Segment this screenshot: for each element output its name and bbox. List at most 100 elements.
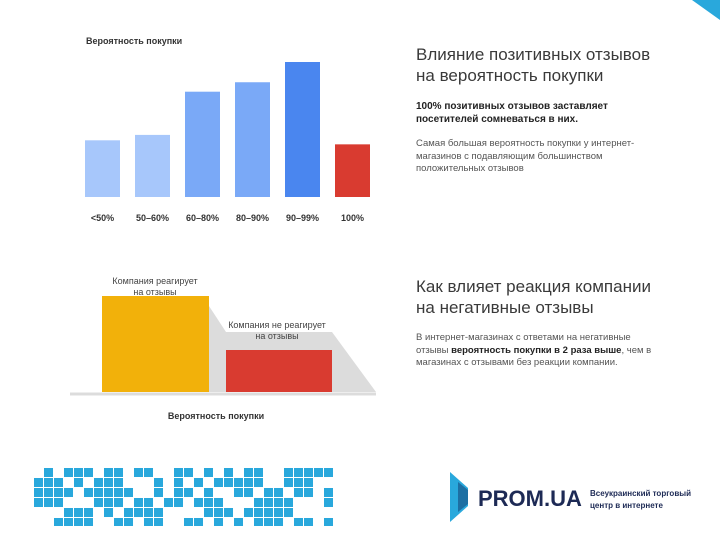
mosaic-cell: [114, 498, 123, 507]
mosaic-cell: [84, 518, 93, 526]
mosaic-cell: [74, 508, 83, 517]
mosaic-cell: [44, 498, 53, 507]
mosaic-cell: [94, 478, 103, 487]
mosaic-cell: [184, 468, 193, 477]
mosaic-cell: [164, 498, 173, 507]
x-tick-label: 60–80%: [186, 213, 219, 223]
mosaic-cell: [304, 468, 313, 477]
x-tick-label: <50%: [91, 213, 114, 223]
chart2-axis-title: Вероятность покупки: [168, 411, 264, 421]
mosaic-cell: [234, 488, 243, 497]
mosaic-cell: [54, 488, 63, 497]
mosaic-cell: [154, 488, 163, 497]
mosaic-cell: [44, 468, 53, 477]
mosaic-cell: [284, 478, 293, 487]
mosaic-cell: [94, 488, 103, 497]
mosaic-cell: [104, 498, 113, 507]
section1-text: Самая большая вероятность покупки у инте…: [416, 138, 635, 174]
mosaic-cell: [174, 478, 183, 487]
mosaic-logo-pattern: [34, 468, 333, 526]
section2-text-bold: вероятность покупки в 2 раза выше: [451, 344, 622, 356]
mosaic-cell: [74, 468, 83, 477]
mosaic-cell: [154, 478, 163, 487]
section1-heading: Влияние позитивных отзывов на вероятност…: [416, 45, 651, 85]
bar-1: [85, 140, 120, 197]
prom-logo-tagline-1: Всеукраинский торговый: [590, 489, 691, 498]
mosaic-cell: [204, 498, 213, 507]
mosaic-cell: [284, 508, 293, 517]
purchase-probability-bar-chart: <50% 50–60% 60–80% 80–90% 90–99% 100%: [85, 62, 370, 223]
chart1-title: Вероятность покупки: [86, 36, 183, 46]
mosaic-cell: [144, 498, 153, 507]
label-reacts: Компания реагирует: [112, 276, 197, 286]
mosaic-cell: [244, 488, 253, 497]
mosaic-cell: [134, 498, 143, 507]
mosaic-cell: [114, 478, 123, 487]
bar-reacts: [102, 296, 209, 392]
mosaic-cell: [304, 478, 313, 487]
mosaic-cell: [214, 478, 223, 487]
mosaic-cell: [84, 488, 93, 497]
section2-text-after: , чем в магазинах с отзывами без реакции…: [416, 344, 652, 369]
mosaic-cell: [304, 488, 313, 497]
mosaic-cell: [54, 518, 63, 526]
mosaic-cell: [194, 498, 203, 507]
mosaic-cell: [314, 468, 323, 477]
mosaic-cell: [124, 508, 133, 517]
mosaic-cell: [54, 478, 63, 487]
mosaic-cell: [284, 468, 293, 477]
mosaic-cell: [74, 478, 83, 487]
mosaic-cell: [324, 498, 333, 507]
mosaic-cell: [244, 508, 253, 517]
mosaic-cell: [254, 468, 263, 477]
prom-logo-text: PROM.UA: [478, 486, 582, 511]
mosaic-cell: [234, 518, 243, 526]
mosaic-cell: [224, 508, 233, 517]
mosaic-cell: [174, 468, 183, 477]
mosaic-cell: [274, 508, 283, 517]
label-no-reaction: на отзывы: [255, 331, 298, 341]
mosaic-cell: [294, 488, 303, 497]
mosaic-cell: [224, 468, 233, 477]
mosaic-cell: [214, 508, 223, 517]
mosaic-cell: [274, 498, 283, 507]
section2-text: В интернет-магазинах с ответами на негат…: [416, 332, 656, 370]
label-reacts: на отзывы: [133, 287, 176, 297]
mosaic-cell: [74, 518, 83, 526]
mosaic-cell: [104, 508, 113, 517]
mosaic-cell: [44, 478, 53, 487]
label-no-reaction: Компания не реагирует: [228, 320, 326, 330]
mosaic-cell: [264, 508, 273, 517]
mosaic-cell: [184, 518, 193, 526]
mosaic-cell: [64, 508, 73, 517]
mosaic-cell: [134, 508, 143, 517]
mosaic-cell: [254, 498, 263, 507]
mosaic-cell: [254, 478, 263, 487]
mosaic-cell: [114, 518, 123, 526]
section2-heading: Как влияет реакция компании на негативны…: [416, 277, 651, 317]
mosaic-cell: [194, 518, 203, 526]
section1-bold: 100% позитивных отзывов заставляет посет…: [416, 101, 608, 125]
mosaic-cell: [204, 508, 213, 517]
section2: Как влияет реакция компании на негативны…: [416, 276, 656, 370]
mosaic-cell: [294, 518, 303, 526]
bar-no-reaction: [226, 350, 332, 392]
mosaic-cell: [234, 478, 243, 487]
mosaic-cell: [94, 498, 103, 507]
mosaic-cell: [124, 518, 133, 526]
mosaic-cell: [174, 488, 183, 497]
mosaic-cell: [274, 518, 283, 526]
mosaic-cell: [214, 498, 223, 507]
corner-decoration: [692, 0, 720, 20]
mosaic-cell: [244, 468, 253, 477]
bar-2: [135, 134, 170, 197]
mosaic-cell: [44, 488, 53, 497]
mosaic-cell: [324, 488, 333, 497]
mosaic-cell: [144, 518, 153, 526]
mosaic-cell: [294, 478, 303, 487]
mosaic-cell: [304, 518, 313, 526]
mosaic-cell: [254, 508, 263, 517]
mosaic-cell: [144, 508, 153, 517]
mosaic-cell: [324, 468, 333, 477]
